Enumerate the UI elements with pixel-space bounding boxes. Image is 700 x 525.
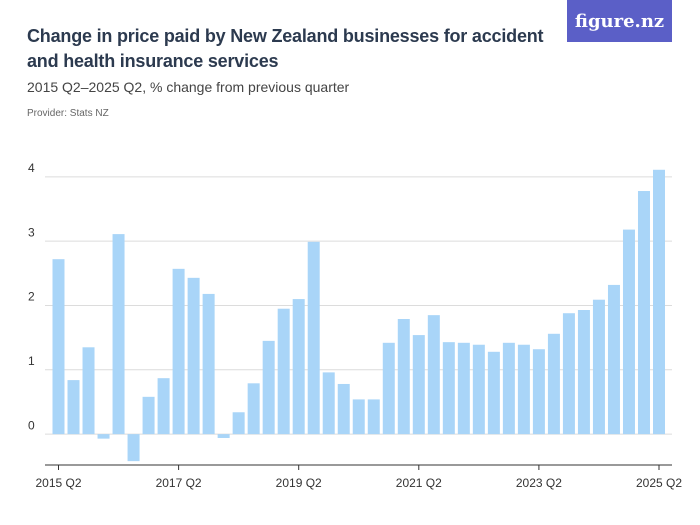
logo[interactable]: figure.nz [567,0,672,42]
bar [352,399,365,435]
bar [97,434,110,439]
bar [487,351,500,435]
y-tick-label: 0 [28,418,35,432]
bar [382,342,395,435]
y-tick-label: 4 [28,161,35,175]
bar [577,309,590,435]
bar [127,434,140,462]
y-tick-label: 2 [28,290,35,304]
x-tick-label: 2023 Q2 [516,476,562,490]
bar [247,383,260,435]
bar [277,308,290,435]
bar [157,378,170,435]
bar [562,313,575,435]
bar [52,259,65,435]
bar [592,299,605,435]
bar [427,315,440,435]
bar [502,342,515,435]
bar [412,335,425,435]
bar [217,434,230,438]
bar [532,349,545,435]
bar [607,284,620,435]
bar [397,319,410,435]
x-tick-label: 2017 Q2 [156,476,202,490]
bar [457,342,470,435]
bar [367,399,380,435]
chart-subtitle: 2015 Q2–2025 Q2, % change from previous … [27,79,350,95]
bar [442,342,455,435]
chart-title: Change in price paid by New Zealand busi… [27,26,544,71]
bar [67,380,80,435]
bar [653,169,665,435]
bar [517,344,530,435]
bar [472,344,485,435]
bar [622,229,635,435]
y-tick-label: 1 [28,354,35,368]
y-tick-label: 3 [28,225,35,239]
bar [112,234,125,435]
bar [307,241,320,435]
x-tick-label: 2019 Q2 [276,476,322,490]
x-tick-label: 2015 Q2 [35,476,81,490]
bar [547,333,560,435]
bar [637,191,650,435]
bar [202,293,215,435]
x-tick-label: 2025 Q2 [636,476,682,490]
bar [262,340,275,435]
bar [172,268,185,435]
bar [187,277,200,435]
bar [292,299,305,435]
bar [142,396,155,435]
provider: Provider: Stats NZ [27,108,109,119]
x-tick-label: 2021 Q2 [396,476,442,490]
bar [322,372,335,435]
bar [232,412,245,435]
bar [82,347,95,435]
bar [337,383,350,435]
